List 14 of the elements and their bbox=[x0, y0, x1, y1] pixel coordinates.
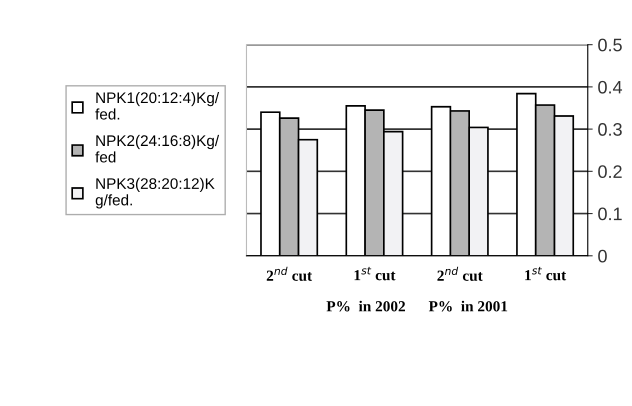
y-tick-label: 0.5 bbox=[598, 38, 622, 52]
legend-label: NPK3(28:20:12)K g/fed. bbox=[96, 178, 215, 208]
y-tick-label: 0 bbox=[598, 250, 607, 262]
legend-label: NPK1(20:12:4)Kg/ fed. bbox=[95, 92, 220, 120]
x-axis-title: P% in 2002 P% in 2001 bbox=[326, 300, 508, 312]
x-tick-label: 1$^{st}$ cut bbox=[525, 266, 566, 280]
y-tick-label: 0.1 bbox=[598, 207, 622, 220]
x-tick-label: 2$^{nd}$ cut bbox=[266, 266, 312, 281]
x-tick-label: 1$^{st}$ cut bbox=[354, 266, 396, 280]
y-tick-label: 0.4 bbox=[598, 80, 622, 94]
x-tick-label: 2$^{nd}$ cut bbox=[437, 266, 483, 281]
y-tick-label: 0.2 bbox=[598, 165, 622, 178]
y-tick-label: 0.3 bbox=[598, 123, 622, 136]
legend-label: NPK2(24:16:8)Kg/ fed bbox=[95, 134, 220, 163]
